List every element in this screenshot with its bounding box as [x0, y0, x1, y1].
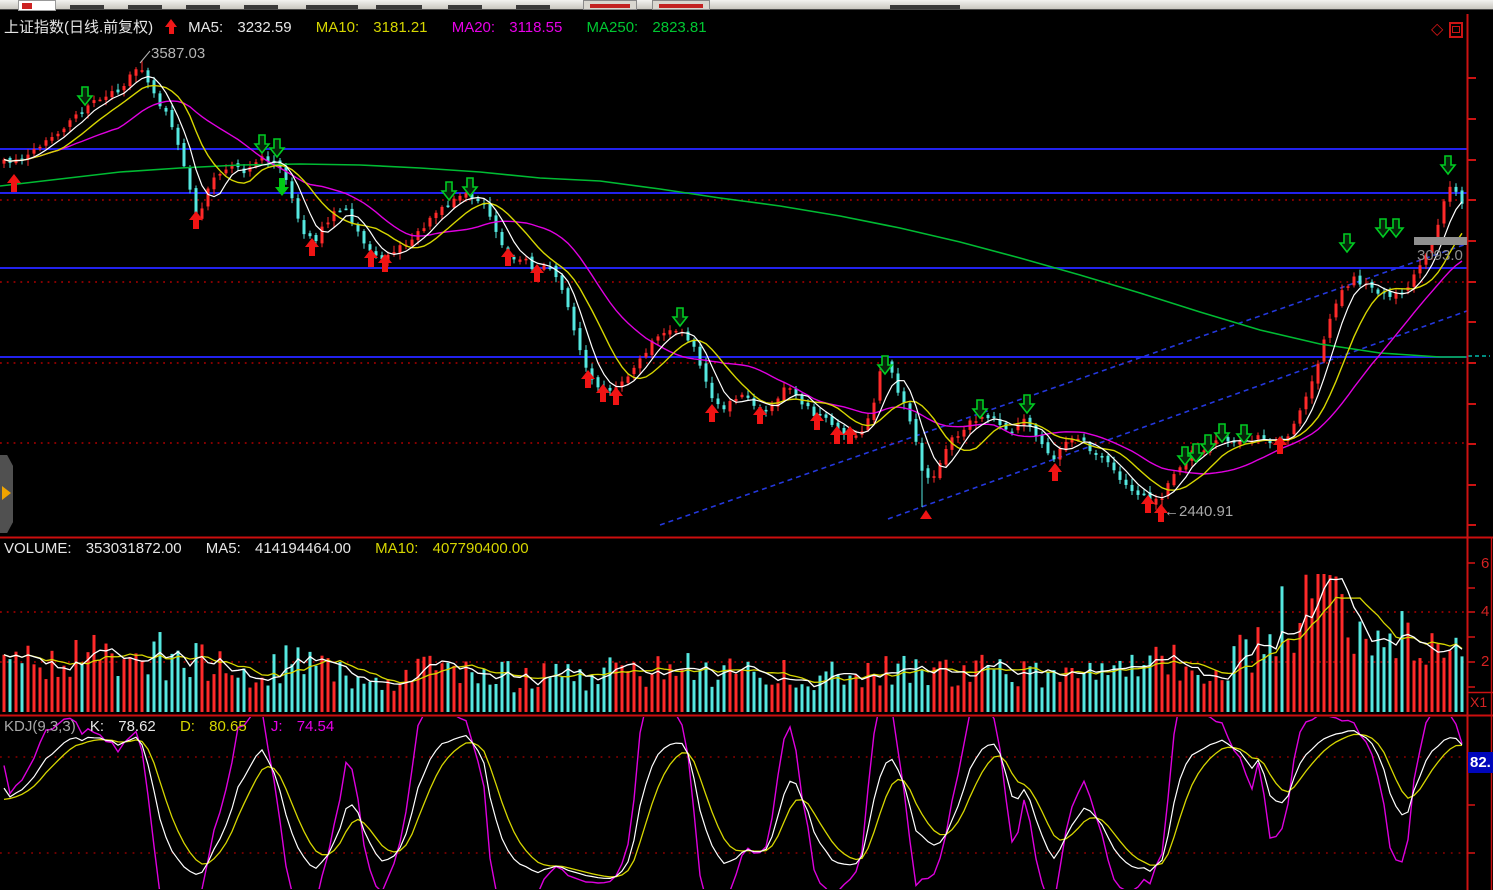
- kdj-k-value: 78.62: [118, 718, 156, 735]
- kdj-j-value: 74.54: [296, 718, 335, 735]
- restore-window-icon[interactable]: [1449, 22, 1463, 38]
- menu-item[interactable]: [306, 5, 358, 9]
- vol-axis-label: 4: [1481, 603, 1490, 620]
- peak-price-label: 3587.03: [151, 45, 206, 62]
- menu-item[interactable]: [376, 5, 422, 9]
- kdj-label: KDJ(9,3,3): [4, 718, 76, 735]
- diamond-icon[interactable]: ◇: [1431, 21, 1444, 38]
- price-tag-bar: [1414, 237, 1467, 245]
- menu-item[interactable]: [186, 5, 220, 9]
- menu-item[interactable]: [890, 5, 960, 9]
- app-logo-icon: [18, 0, 56, 11]
- vol-ma5-value: 414194464.00: [254, 540, 351, 557]
- vol-axis-label: 6: [1481, 555, 1490, 572]
- ma250-value: 2823.81: [652, 19, 707, 36]
- menu-item[interactable]: [448, 5, 482, 9]
- menubar-red-button[interactable]: [583, 0, 637, 10]
- vol-ma10-value: 407790400.00: [432, 540, 529, 557]
- ma20-value: 3118.55: [509, 19, 563, 36]
- kdj-pane-header: KDJ(9,3,3) K: 78.62 D: 80.65 J: 74.54: [4, 718, 335, 735]
- menubar[interactable]: [0, 0, 1493, 11]
- volume-pane-header: VOLUME: 353031872.00 MA5: 414194464.00 M…: [4, 540, 529, 557]
- expand-arrow-icon: [2, 486, 11, 500]
- volume-multiplier-label: X1: [1470, 694, 1488, 710]
- last-price-tag: 3093.0: [1417, 247, 1463, 264]
- menubar-red-button[interactable]: [652, 0, 710, 10]
- trough-price-label: ←2440.91: [1164, 503, 1234, 520]
- kdj-axis-tag: 82.: [1468, 752, 1493, 773]
- menu-item[interactable]: [128, 5, 162, 9]
- price-pane-header: 上证指数(日线.前复权) MA5: 3232.59 MA10: 3181.21 M…: [4, 19, 707, 36]
- volume-value: 353031872.00: [85, 540, 182, 557]
- vol-axis-label: 2: [1481, 653, 1490, 670]
- symbol-title: 上证指数(日线.前复权): [4, 19, 154, 36]
- sidebar-expand-tab[interactable]: [0, 455, 13, 533]
- menu-item[interactable]: [516, 5, 550, 9]
- ma5-value: 3232.59: [237, 19, 292, 36]
- ma10-value: 3181.21: [373, 19, 428, 36]
- up-arrow-icon: [165, 19, 178, 34]
- kdj-d-value: 80.65: [209, 718, 247, 735]
- menu-item[interactable]: [244, 5, 278, 9]
- menu-item[interactable]: [70, 5, 104, 9]
